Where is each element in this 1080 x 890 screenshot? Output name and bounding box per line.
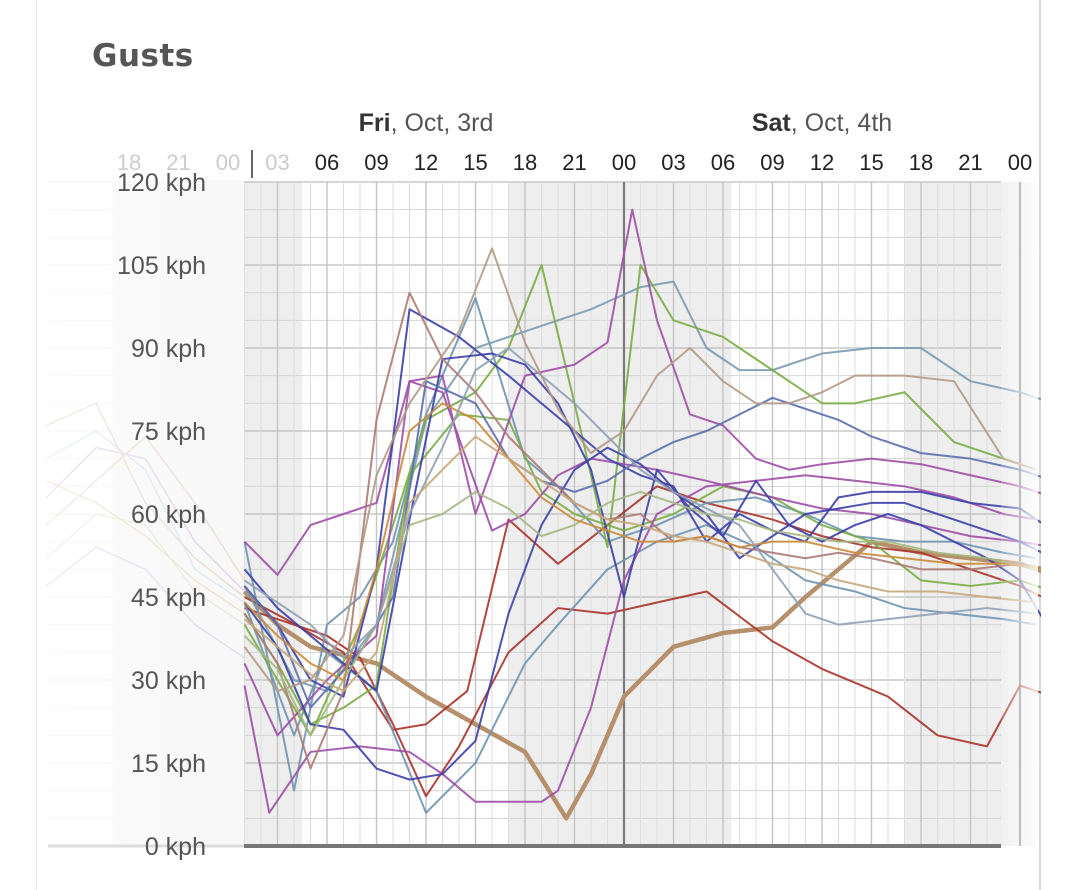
day-label-date: , Oct, 4th	[791, 109, 892, 137]
hour-tick-label: 00	[216, 150, 240, 175]
y-tick-label: 15 kph	[131, 750, 206, 778]
hour-tick-label: 15	[859, 150, 883, 175]
y-tick-label: 105 kph	[117, 252, 206, 280]
hour-tick-label: 21	[958, 150, 982, 175]
chart-title: Gusts	[92, 38, 194, 74]
day-label-weekday: Fri	[359, 109, 391, 137]
left-fade-overlay	[37, 182, 244, 846]
day-label: Fri, Oct, 3rd	[359, 109, 494, 137]
card-right-border	[1039, 0, 1041, 890]
series-line	[243, 380, 1054, 709]
y-tick-label: 90 kph	[131, 335, 206, 363]
series-line	[243, 208, 1054, 737]
hour-tick-label: 00	[612, 150, 636, 175]
hour-tick-label: 15	[463, 150, 487, 175]
y-tick-label: 30 kph	[131, 667, 206, 695]
series-line	[243, 446, 1054, 781]
hour-tick-label: 03	[661, 150, 685, 175]
right-fade-overlay	[1001, 182, 1038, 846]
series-line	[243, 352, 1054, 693]
hour-tick-label: 03	[265, 150, 289, 175]
y-axis: 0 kph 15 kph 30 kph 45 kph 60 kph 75 kph 90 kp…	[48, 169, 1001, 861]
series-line	[243, 308, 1054, 698]
series-line	[243, 280, 1054, 693]
y-tick-label: 60 kph	[131, 501, 206, 529]
hour-tick-label: 12	[810, 150, 834, 175]
outside-mask	[1041, 0, 1080, 890]
hour-tick-label: 09	[760, 150, 784, 175]
day-label-date: , Oct, 3rd	[391, 109, 494, 137]
series-line	[243, 490, 1037, 737]
series-lines	[242, 208, 1054, 821]
hour-tick-label: 21	[166, 150, 190, 175]
day-label-weekday: Sat	[752, 109, 792, 137]
hour-tick-label: 21	[562, 150, 586, 175]
y-tick-label: 75 kph	[131, 418, 206, 446]
hour-tick-label: 18	[513, 150, 537, 175]
series-line	[243, 247, 1037, 693]
hour-tick-label: 00	[1008, 150, 1032, 175]
hour-tick-label: 18	[909, 150, 933, 175]
day-label: Sat, Oct, 4th	[752, 109, 892, 137]
hour-tick-label: 18	[117, 150, 141, 175]
hour-tick-label: 09	[364, 150, 388, 175]
series-line	[243, 435, 1037, 693]
series-line	[244, 590, 1054, 798]
card-left-border	[36, 0, 37, 890]
series-line	[243, 291, 1054, 770]
y-tick-label: 0 kph	[145, 833, 206, 861]
y-tick-label: 120 kph	[117, 169, 206, 197]
y-tick-label: 45 kph	[131, 584, 206, 612]
hour-tick-label: 06	[315, 150, 339, 175]
hour-tick-label: 12	[414, 150, 438, 175]
series-line	[243, 347, 1037, 659]
series-line	[244, 485, 1054, 731]
hour-tick-label: 06	[711, 150, 735, 175]
series-line	[243, 474, 1037, 814]
series-line	[243, 402, 1054, 681]
series-line	[243, 413, 1054, 726]
right-fade-area	[37, 0, 1080, 890]
